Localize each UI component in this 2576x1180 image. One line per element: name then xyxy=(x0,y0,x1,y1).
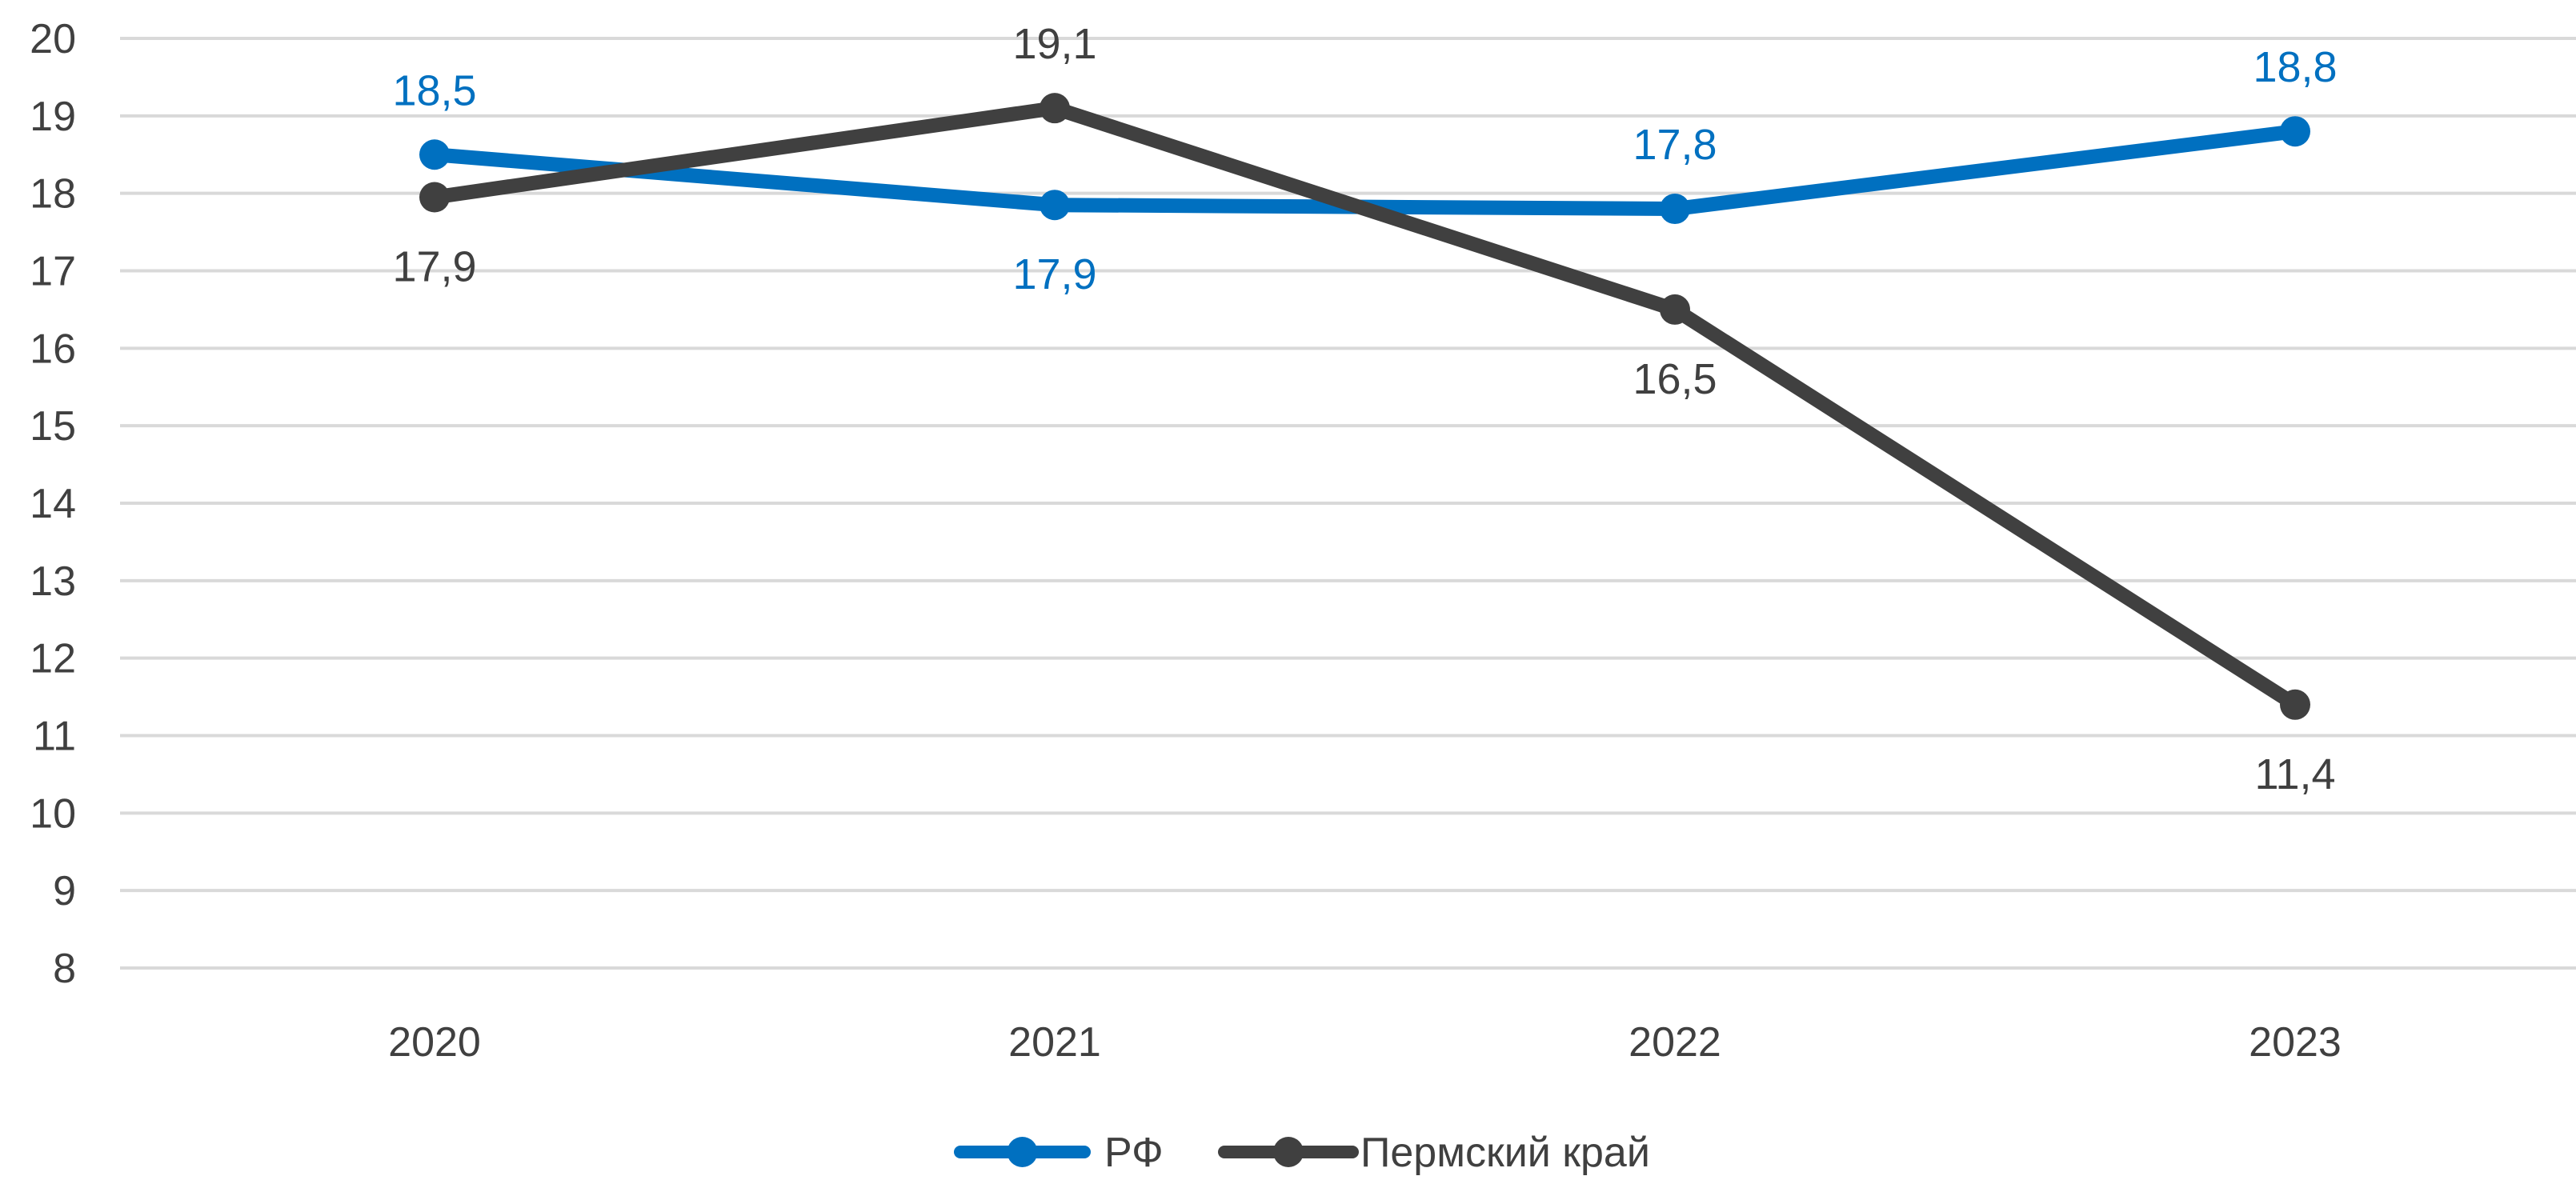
y-tick-label: 19 xyxy=(30,94,76,140)
data-point xyxy=(419,139,450,170)
data-label: 19,1 xyxy=(1012,20,1096,68)
y-tick-label: 11 xyxy=(33,714,76,760)
y-tick-label: 16 xyxy=(30,326,76,372)
data-point xyxy=(1660,294,1690,325)
x-axis-ticks: 2020 2021 2022 2023 xyxy=(388,1019,2342,1066)
y-tick-label: 20 xyxy=(30,16,76,62)
y-axis-ticks: 8 9 10 11 12 13 14 15 16 17 18 19 20 xyxy=(30,16,76,992)
data-label: 18,5 xyxy=(392,66,476,114)
series-line xyxy=(427,101,2302,712)
y-tick-label: 18 xyxy=(30,171,76,218)
data-label: 16,5 xyxy=(1633,355,1717,403)
y-tick-label: 9 xyxy=(53,868,76,914)
x-tick-label: 2021 xyxy=(1008,1019,1101,1066)
data-point xyxy=(419,182,450,213)
data-label: 18,8 xyxy=(2253,43,2337,91)
y-tick-label: 8 xyxy=(53,946,76,992)
x-tick-label: 2022 xyxy=(1629,1019,1721,1066)
data-point xyxy=(2280,116,2310,147)
data-point xyxy=(1040,93,1070,124)
data-point xyxy=(1660,194,1690,225)
series-lines xyxy=(419,93,2310,720)
x-tick-label: 2020 xyxy=(388,1019,481,1066)
legend-marker xyxy=(1007,1137,1038,1167)
legend: РФ Пермский край xyxy=(954,1130,1650,1176)
data-label: 17,9 xyxy=(392,243,476,291)
legend-label: РФ xyxy=(1104,1130,1164,1176)
y-tick-label: 17 xyxy=(30,249,76,295)
x-tick-label: 2023 xyxy=(2249,1019,2342,1066)
gridlines xyxy=(120,37,2576,970)
y-tick-label: 10 xyxy=(30,790,76,837)
data-label: 17,8 xyxy=(1633,121,1717,169)
y-tick-label: 12 xyxy=(30,636,76,682)
legend-marker xyxy=(1273,1137,1304,1167)
data-label: 11,4 xyxy=(2254,750,2335,798)
data-label: 17,9 xyxy=(1012,250,1096,298)
data-point xyxy=(1040,190,1070,221)
series-line xyxy=(427,124,2302,217)
data-labels: 18,5 17,9 17,8 18,8 17,9 19,1 16,5 11,4 xyxy=(392,20,2337,798)
y-tick-label: 14 xyxy=(30,481,76,527)
legend-label: Пермский край xyxy=(1360,1130,1650,1176)
data-point xyxy=(2280,689,2310,720)
y-tick-label: 15 xyxy=(30,403,76,450)
y-tick-label: 13 xyxy=(30,558,76,605)
